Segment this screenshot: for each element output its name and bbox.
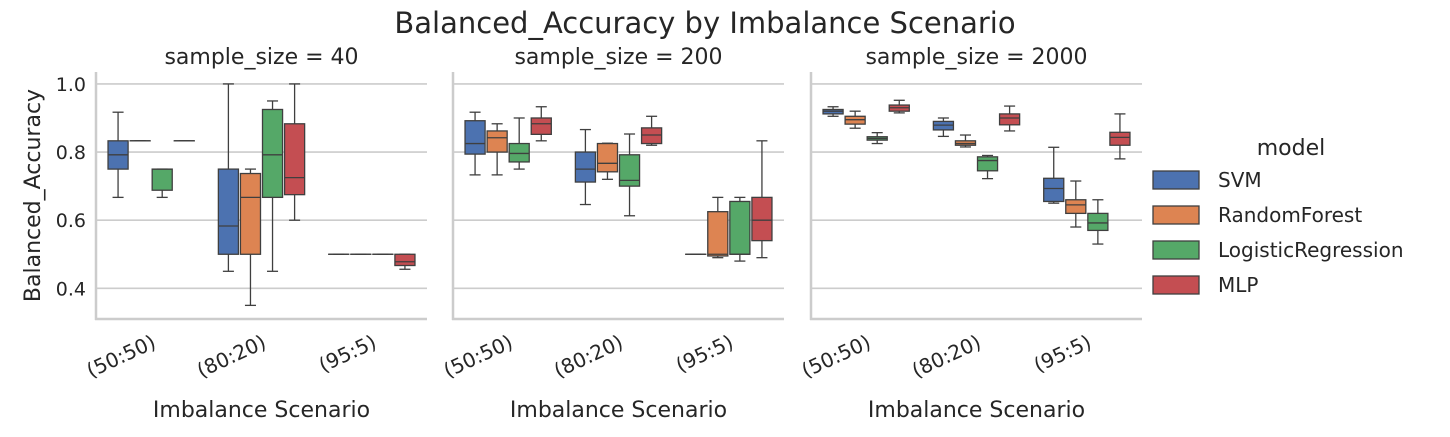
- box-svm-1: [575, 130, 595, 205]
- box-iqr: [509, 144, 529, 162]
- box-randomforest-0: [487, 124, 507, 175]
- box-iqr: [465, 121, 485, 154]
- legend-item-randomforest: RandomForest: [1153, 203, 1362, 227]
- box-iqr: [531, 118, 551, 134]
- box-logisticregression-2: [1088, 200, 1108, 244]
- box-iqr: [240, 174, 260, 255]
- box-mlp-0: [889, 100, 909, 113]
- x-axis-label: Imbalance Scenario: [868, 398, 1085, 423]
- box-svm-0: [823, 107, 843, 117]
- x-tick-label: (50:50): [83, 330, 160, 383]
- legend-label: MLP: [1218, 273, 1258, 297]
- box-mlp-1: [285, 84, 305, 220]
- legend-label: LogisticRegression: [1218, 238, 1404, 262]
- box-randomforest-2: [708, 197, 728, 257]
- panel-2: sample_size = 2000 (50:50) (80:20) (95:5) Im…: [798, 45, 1142, 423]
- box-iqr: [218, 169, 238, 254]
- y-tick-label: 1.0: [56, 74, 86, 96]
- box-logisticregression-0: [509, 118, 529, 169]
- box-randomforest-1: [955, 135, 975, 147]
- box-iqr: [1000, 114, 1020, 125]
- box-logisticregression-1: [263, 101, 283, 271]
- box-iqr: [395, 254, 415, 265]
- box-iqr: [1088, 213, 1108, 230]
- box-mlp-2: [395, 254, 415, 269]
- box-mlp-1: [642, 116, 662, 145]
- x-tick-label: (50:50): [798, 330, 875, 383]
- x-tick-label: (95:5): [315, 330, 380, 377]
- box-iqr: [978, 157, 998, 171]
- box-svm-0: [465, 112, 485, 175]
- box-randomforest-1: [597, 143, 617, 179]
- box-logisticregression-2: [730, 197, 750, 261]
- box-mlp-2: [752, 141, 772, 258]
- box-iqr: [285, 124, 305, 195]
- x-tick-label: (95:5): [672, 330, 737, 377]
- box-mlp-1: [1000, 106, 1020, 131]
- box-iqr: [730, 201, 750, 254]
- box-logisticregression-1: [620, 134, 640, 216]
- chart-title: Balanced_Accuracy by Imbalance Scenario: [394, 6, 1015, 40]
- box-iqr: [642, 128, 662, 144]
- box-iqr: [708, 212, 728, 256]
- x-tick-label: (50:50): [440, 330, 517, 383]
- box-logisticregression-0: [867, 133, 887, 144]
- legend-swatch: [1153, 206, 1199, 224]
- x-tick-label: (80:20): [193, 330, 270, 383]
- legend-label: RandomForest: [1218, 203, 1362, 227]
- x-tick-label: (80:20): [550, 330, 627, 383]
- box-iqr: [1066, 200, 1086, 214]
- y-tick-label: 0.8: [56, 142, 86, 164]
- box-iqr: [152, 169, 172, 190]
- legend-swatch: [1153, 171, 1199, 189]
- box-svm-1: [933, 118, 953, 136]
- box-randomforest-1: [240, 169, 260, 305]
- legend-item-mlp: MLP: [1153, 273, 1258, 297]
- panel-title: sample_size = 2000: [865, 45, 1087, 70]
- box-svm-0: [108, 112, 128, 197]
- x-tick-label: (95:5): [1030, 330, 1095, 377]
- box-iqr: [752, 197, 772, 240]
- x-axis-label: Imbalance Scenario: [510, 398, 727, 423]
- x-tick-label: (80:20): [908, 330, 985, 383]
- box-mlp-0: [531, 107, 551, 141]
- box-iqr: [1044, 178, 1064, 201]
- legend-item-svm: SVM: [1153, 168, 1262, 192]
- box-iqr: [487, 131, 507, 152]
- box-iqr: [620, 155, 640, 186]
- box-logisticregression-0: [152, 169, 172, 197]
- y-tick-label: 0.6: [56, 210, 86, 232]
- box-iqr: [597, 144, 617, 172]
- legend-item-logisticregression: LogisticRegression: [1153, 238, 1404, 262]
- panel-title: sample_size = 40: [164, 45, 358, 70]
- panel-0: sample_size = 40 0.4 0.6 0.8 1.0 Balanced_Acc…: [21, 45, 427, 423]
- y-tick-label: 0.4: [56, 278, 86, 300]
- box-iqr: [1110, 132, 1130, 145]
- legend-title: model: [1257, 136, 1326, 161]
- box-logisticregression-1: [978, 155, 998, 178]
- box-svm-2: [1044, 147, 1064, 203]
- box-randomforest-0: [845, 111, 865, 128]
- panel-1: sample_size = 200 (50:50) (80:20) (95:5) Imb…: [440, 45, 784, 423]
- legend-swatch: [1153, 276, 1199, 294]
- panel-title: sample_size = 200: [514, 45, 722, 70]
- box-svm-1: [218, 84, 238, 271]
- box-iqr: [263, 109, 283, 197]
- y-axis-label: Balanced_Accuracy: [21, 89, 46, 302]
- legend-label: SVM: [1218, 168, 1262, 192]
- box-iqr: [575, 152, 595, 182]
- x-axis-label: Imbalance Scenario: [153, 398, 370, 423]
- legend-swatch: [1153, 241, 1199, 259]
